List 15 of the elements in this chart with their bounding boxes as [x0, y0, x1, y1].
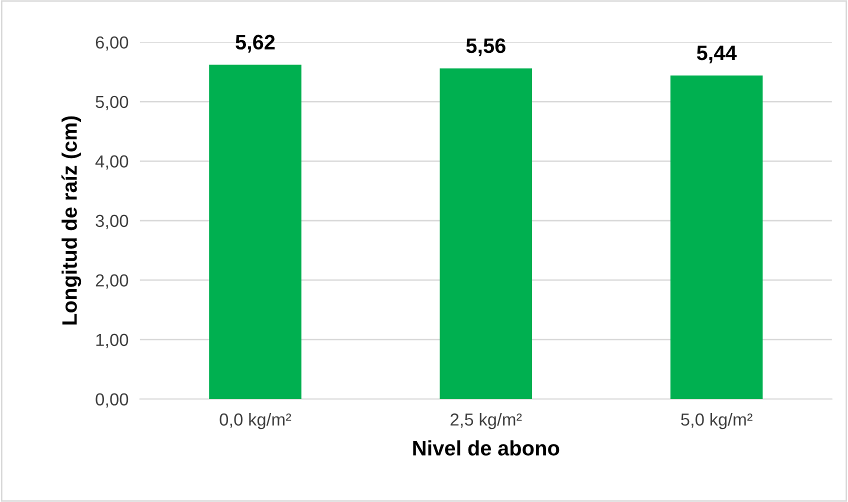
- y-tick-label: 3,00: [96, 214, 128, 230]
- y-tick-label: 6,00: [96, 36, 128, 51]
- x-tick-label: 5,0 kg/m²: [681, 412, 752, 430]
- x-axis-title: Nivel de abono: [413, 440, 560, 456]
- y-tick-label: 4,00: [95, 155, 128, 170]
- data-label: 5,44: [696, 46, 737, 64]
- y-tick-label: 5,00: [96, 96, 128, 110]
- y-tick-label: 2,00: [96, 274, 128, 289]
- data-label: 5,62: [236, 34, 275, 53]
- y-tick-label: 0,00: [96, 393, 128, 408]
- y-axis-title: Longitud de raíz (cm): [61, 116, 82, 325]
- data-label: 5,56: [466, 38, 506, 56]
- y-tick-label: 1,00: [96, 334, 128, 348]
- x-tick-label: 2,5 kg/m²: [450, 412, 522, 430]
- x-tick-label: 0,0 kg/m²: [220, 412, 292, 430]
